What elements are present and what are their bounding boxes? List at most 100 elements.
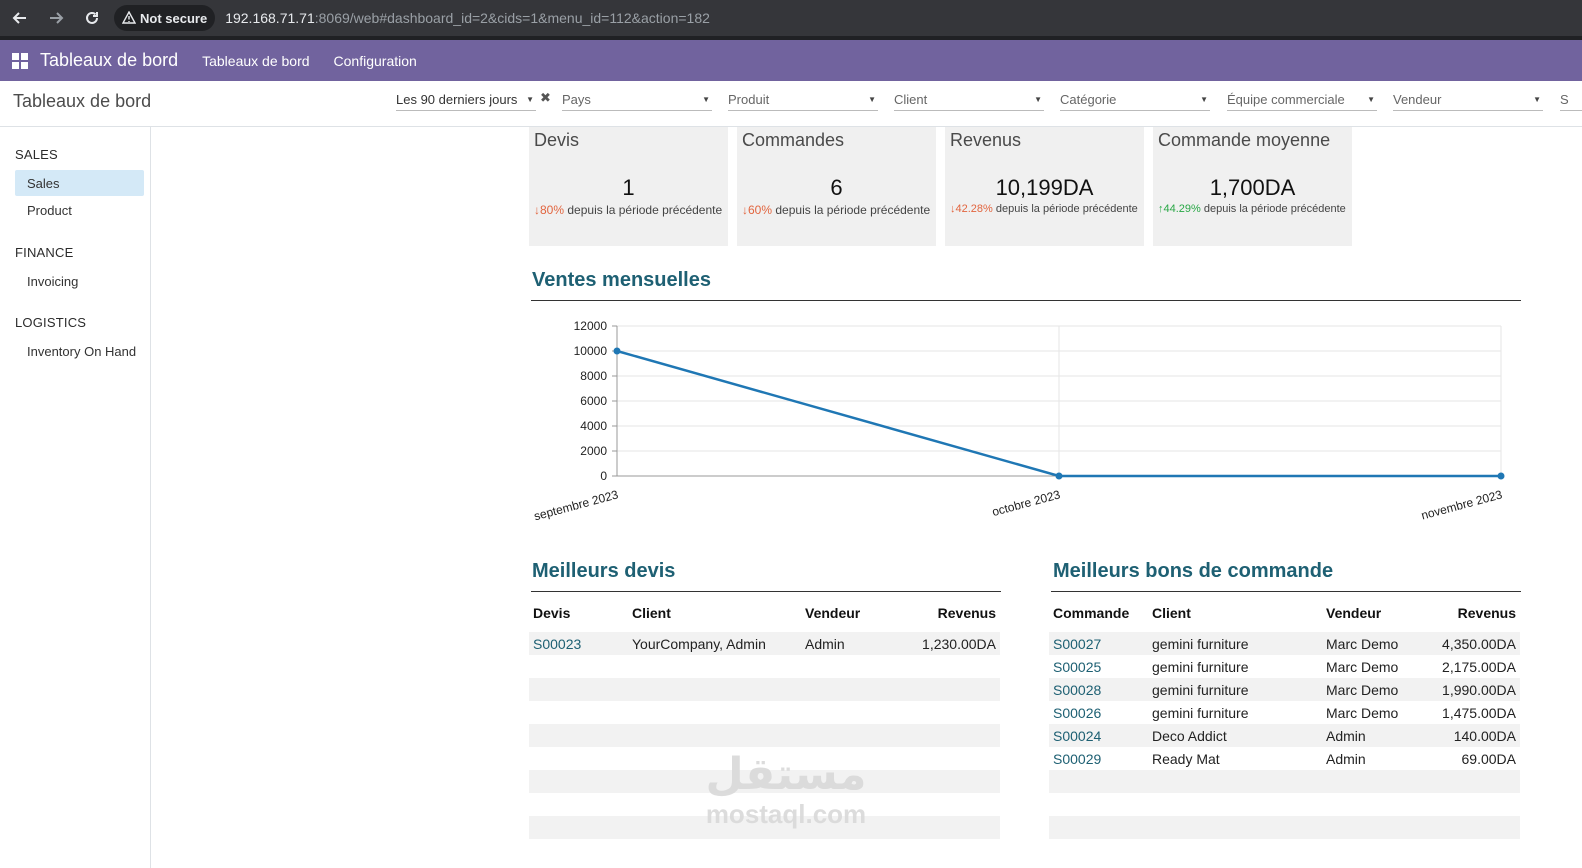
table-row[interactable]: S00029 Ready Mat Admin 69.00DA — [1049, 747, 1520, 770]
address-bar[interactable]: 192.168.71.71:8069/web#dashboard_id=2&ci… — [225, 10, 710, 26]
sidebar-section-finance: FINANCE — [15, 245, 74, 260]
kpi-title: Commandes — [742, 130, 845, 150]
browser-divider — [0, 36, 1582, 40]
filter-customer[interactable]: Client ▼ — [894, 89, 1044, 111]
breadcrumb[interactable]: Tableaux de bord — [13, 91, 152, 111]
quote-salesperson: Admin — [805, 636, 845, 652]
y-tick-label: 2000 — [580, 444, 607, 458]
arrow-up-icon: ↑ — [1158, 203, 1164, 215]
reload-icon[interactable] — [74, 0, 110, 36]
kpi-percent: 60% — [748, 203, 773, 217]
kpi-title: Devis — [534, 130, 580, 150]
sidebar-item-invoicing[interactable]: Invoicing — [15, 268, 144, 294]
empty-row — [529, 701, 1000, 724]
kpi-card-orders[interactable]: Commandes 6 ↓60% depuis la période précé… — [737, 127, 936, 246]
watermark-arabic: مستقل — [705, 750, 867, 799]
kpi-card-quotes[interactable]: Devis 1 ↓80% depuis la période précédent… — [529, 127, 728, 246]
nav-link-configuration[interactable]: Configuration — [333, 52, 417, 69]
empty-row — [1049, 770, 1520, 793]
quote-ref-link[interactable]: S00023 — [533, 636, 582, 652]
quotes-col-header[interactable]: Revenus — [937, 605, 996, 621]
orders-section-title: Meilleurs bons de commande — [1053, 560, 1334, 582]
data-point — [613, 347, 621, 355]
order-revenue: 1,475.00DA — [1442, 705, 1516, 721]
sidebar-item-inventory[interactable]: Inventory On Hand — [15, 338, 144, 364]
orders-col-header[interactable]: Commande — [1053, 605, 1130, 621]
back-arrow-icon[interactable] — [2, 0, 38, 36]
quotes-col-header[interactable]: Client — [632, 605, 671, 621]
chart-x-ticks: septembre 2023 octobre 2023 novembre 2023 — [532, 487, 1504, 523]
watermark-latin: mostaql.com — [705, 799, 867, 829]
section-divider — [531, 591, 1001, 592]
section-divider — [1051, 591, 1521, 592]
empty-row — [1049, 816, 1520, 839]
kpi-title: Commande moyenne — [1158, 130, 1331, 150]
clear-filter-icon[interactable]: ✖ — [540, 90, 551, 105]
order-customer: gemini furniture — [1152, 659, 1249, 675]
empty-row — [1049, 793, 1520, 816]
chevron-down-icon: ▼ — [1034, 95, 1042, 104]
order-ref-link[interactable]: S00029 — [1053, 751, 1102, 767]
order-revenue: 2,175.00DA — [1442, 659, 1516, 675]
orders-col-header[interactable]: Vendeur — [1326, 605, 1382, 621]
table-row[interactable]: S00027 gemini furniture Marc Demo 4,350.… — [1049, 632, 1520, 655]
filter-truncated[interactable]: S — [1560, 89, 1582, 111]
sidebar-item-label: Inventory On Hand — [27, 343, 137, 359]
filter-sales-team[interactable]: Équipe commerciale ▼ — [1227, 89, 1377, 111]
kpi-value: 10,199DA — [995, 175, 1094, 200]
table-row[interactable]: S00024 Deco Addict Admin 140.00DA — [1049, 724, 1520, 747]
empty-row — [529, 678, 1000, 701]
orders-col-header[interactable]: Revenus — [1457, 605, 1516, 621]
quotes-col-header[interactable]: Vendeur — [805, 605, 861, 621]
order-ref-link[interactable]: S00026 — [1053, 705, 1102, 721]
order-ref-link[interactable]: S00028 — [1053, 682, 1102, 698]
order-ref-link[interactable]: S00027 — [1053, 636, 1102, 652]
url-path: :8069/web#dashboard_id=2&cids=1&menu_id=… — [314, 10, 710, 26]
table-row[interactable]: S00023 YourCompany, Admin Admin 1,230.00… — [529, 632, 1000, 655]
order-revenue: 1,990.00DA — [1442, 682, 1516, 698]
table-row[interactable]: S00028 gemini furniture Marc Demo 1,990.… — [1049, 678, 1520, 701]
nav-link-dashboards[interactable]: Tableaux de bord — [202, 52, 310, 69]
order-ref-link[interactable]: S00025 — [1053, 659, 1102, 675]
security-chip[interactable]: Not secure — [114, 5, 216, 31]
kpi-caption: depuis la période précédente — [995, 203, 1138, 215]
watermark: مستقل mostaql.com — [686, 750, 886, 828]
filter-category[interactable]: Catégorie ▼ — [1060, 89, 1210, 111]
orders-col-header[interactable]: Client — [1152, 605, 1191, 621]
chevron-down-icon: ▼ — [702, 95, 710, 104]
sidebar-item-sales[interactable]: Sales — [15, 170, 144, 196]
table-row[interactable]: S00026 gemini furniture Marc Demo 1,475.… — [1049, 701, 1520, 724]
quotes-col-header[interactable]: Devis — [533, 605, 571, 621]
x-tick-label: novembre 2023 — [1420, 487, 1504, 522]
sidebar-item-product[interactable]: Product — [15, 197, 144, 223]
kpi-card-average-order[interactable]: Commande moyenne 1,700DA ↑44.29% depuis … — [1153, 127, 1352, 246]
kpi-trend: ↑44.29% depuis la période précédente — [1158, 203, 1346, 215]
kpi-caption: depuis la période précédente — [1203, 203, 1346, 215]
order-customer: gemini furniture — [1152, 705, 1249, 721]
order-salesperson: Marc Demo — [1326, 705, 1399, 721]
kpi-card-revenue[interactable]: Revenus 10,199DA ↓42.28% depuis la pério… — [945, 127, 1144, 246]
y-tick-label: 0 — [600, 469, 607, 483]
order-revenue: 4,350.00DA — [1442, 636, 1516, 652]
filter-product[interactable]: Produit ▼ — [728, 89, 878, 111]
forward-arrow-icon[interactable] — [38, 0, 74, 36]
kpi-percent: 42.28% — [955, 203, 993, 215]
order-salesperson: Marc Demo — [1326, 682, 1399, 698]
empty-row — [529, 655, 1000, 678]
kpi-trend: ↓80% depuis la période précédente — [534, 203, 722, 217]
table-row[interactable]: S00025 gemini furniture Marc Demo 2,175.… — [1049, 655, 1520, 678]
filter-country[interactable]: Pays ▼ — [562, 89, 712, 111]
kpi-value: 6 — [830, 175, 843, 200]
x-tick-label: septembre 2023 — [532, 487, 620, 523]
order-ref-link[interactable]: S00024 — [1053, 728, 1102, 744]
kpi-percent: 80% — [540, 203, 565, 217]
chevron-down-icon: ▼ — [1200, 95, 1208, 104]
control-panel: Tableaux de bord Les 90 derniers jours ▼… — [0, 81, 1582, 127]
app-brand[interactable]: Tableaux de bord — [40, 50, 179, 70]
arrow-down-icon: ↓ — [742, 203, 748, 217]
date-filter[interactable]: Les 90 derniers jours ▼ — [396, 89, 536, 111]
chart-series — [613, 347, 1505, 480]
x-tick-label: octobre 2023 — [990, 487, 1062, 519]
filter-salesperson[interactable]: Vendeur ▼ — [1393, 89, 1543, 111]
apps-menu-icon[interactable] — [0, 40, 40, 81]
